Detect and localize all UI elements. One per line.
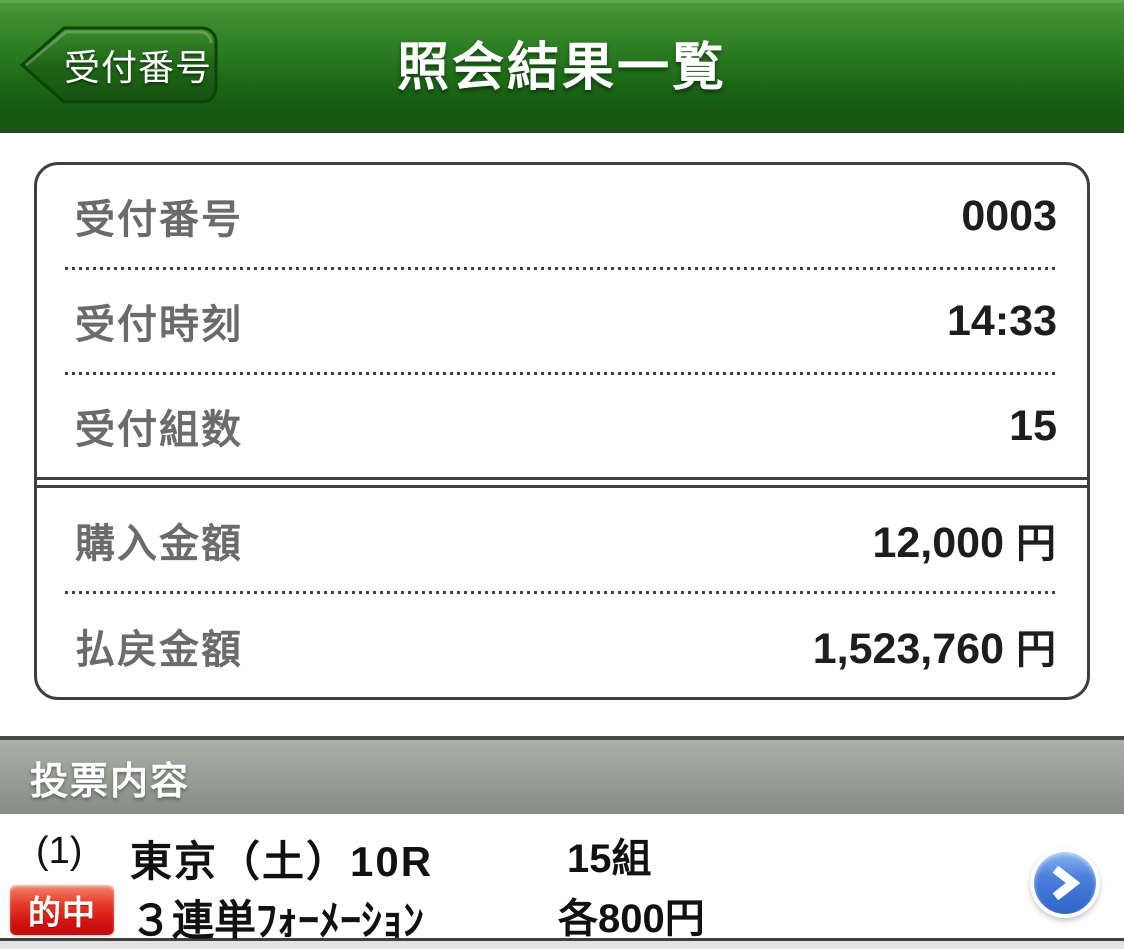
receipt-sets-label: 受付組数 (75, 408, 243, 452)
receipt-time-label: 受付時刻 (75, 303, 243, 347)
purchase-amount-unit: 円 (1016, 521, 1057, 566)
dotted-divider (65, 267, 1059, 270)
bet-index: (1) (36, 830, 83, 872)
purchase-amount-value: 12,000 (872, 518, 1004, 567)
receipt-sets-value: 15 (1009, 401, 1057, 450)
bet-unit-amount: 各800円 (558, 897, 705, 941)
purchase-amount-row: 購入金額 12,000 円 (37, 488, 1087, 591)
back-button-label: 受付番号 (63, 47, 212, 88)
bet-contents-title: 投票内容 (30, 760, 191, 803)
purchase-amount-label: 購入金額 (75, 521, 243, 566)
double-line-divider (37, 477, 1087, 488)
chevron-right-icon (1052, 866, 1081, 900)
dotted-divider (65, 372, 1059, 375)
inquiry-summary-card: 受付番号 0003 受付時刻 14:33 受付組数 15 購入金額 12,000… (34, 162, 1090, 700)
receipt-number-row: 受付番号 0003 (37, 165, 1087, 267)
receipt-number-label: 受付番号 (75, 198, 243, 242)
bet-list-item[interactable]: (1) 的中 東京（土）10R ３連単ﾌｫｰﾒｰｼｮﾝ 15組 各800円 (0, 814, 1124, 944)
receipt-time-row: 受付時刻 14:33 (37, 270, 1087, 372)
dotted-divider (65, 591, 1059, 594)
header-bar: 受付番号 照会結果一覧 (0, 0, 1124, 133)
payout-amount-row: 払戻金額 1,523,760 円 (37, 594, 1087, 697)
bet-race: 東京（土）10R (130, 838, 434, 885)
bet-detail-button[interactable] (1034, 852, 1096, 914)
bet-type: ３連単ﾌｫｰﾒｰｼｮﾝ (130, 897, 425, 944)
bet-contents-section-header: 投票内容 (0, 736, 1124, 814)
back-arrow-icon (19, 26, 218, 104)
page-title: 照会結果一覧 (396, 38, 727, 97)
receipt-sets-row: 受付組数 15 (37, 375, 1087, 477)
payout-amount-unit: 円 (1016, 627, 1057, 672)
bet-combinations: 15組 (567, 837, 652, 881)
payout-amount-label: 払戻金額 (75, 627, 243, 672)
receipt-time-value: 14:33 (947, 296, 1057, 345)
hit-badge: 的中 (10, 885, 114, 935)
next-row-edge (0, 941, 1124, 949)
receipt-number-value: 0003 (961, 191, 1057, 240)
payout-amount-value: 1,523,760 (812, 624, 1004, 673)
back-button[interactable]: 受付番号 (16, 21, 224, 109)
